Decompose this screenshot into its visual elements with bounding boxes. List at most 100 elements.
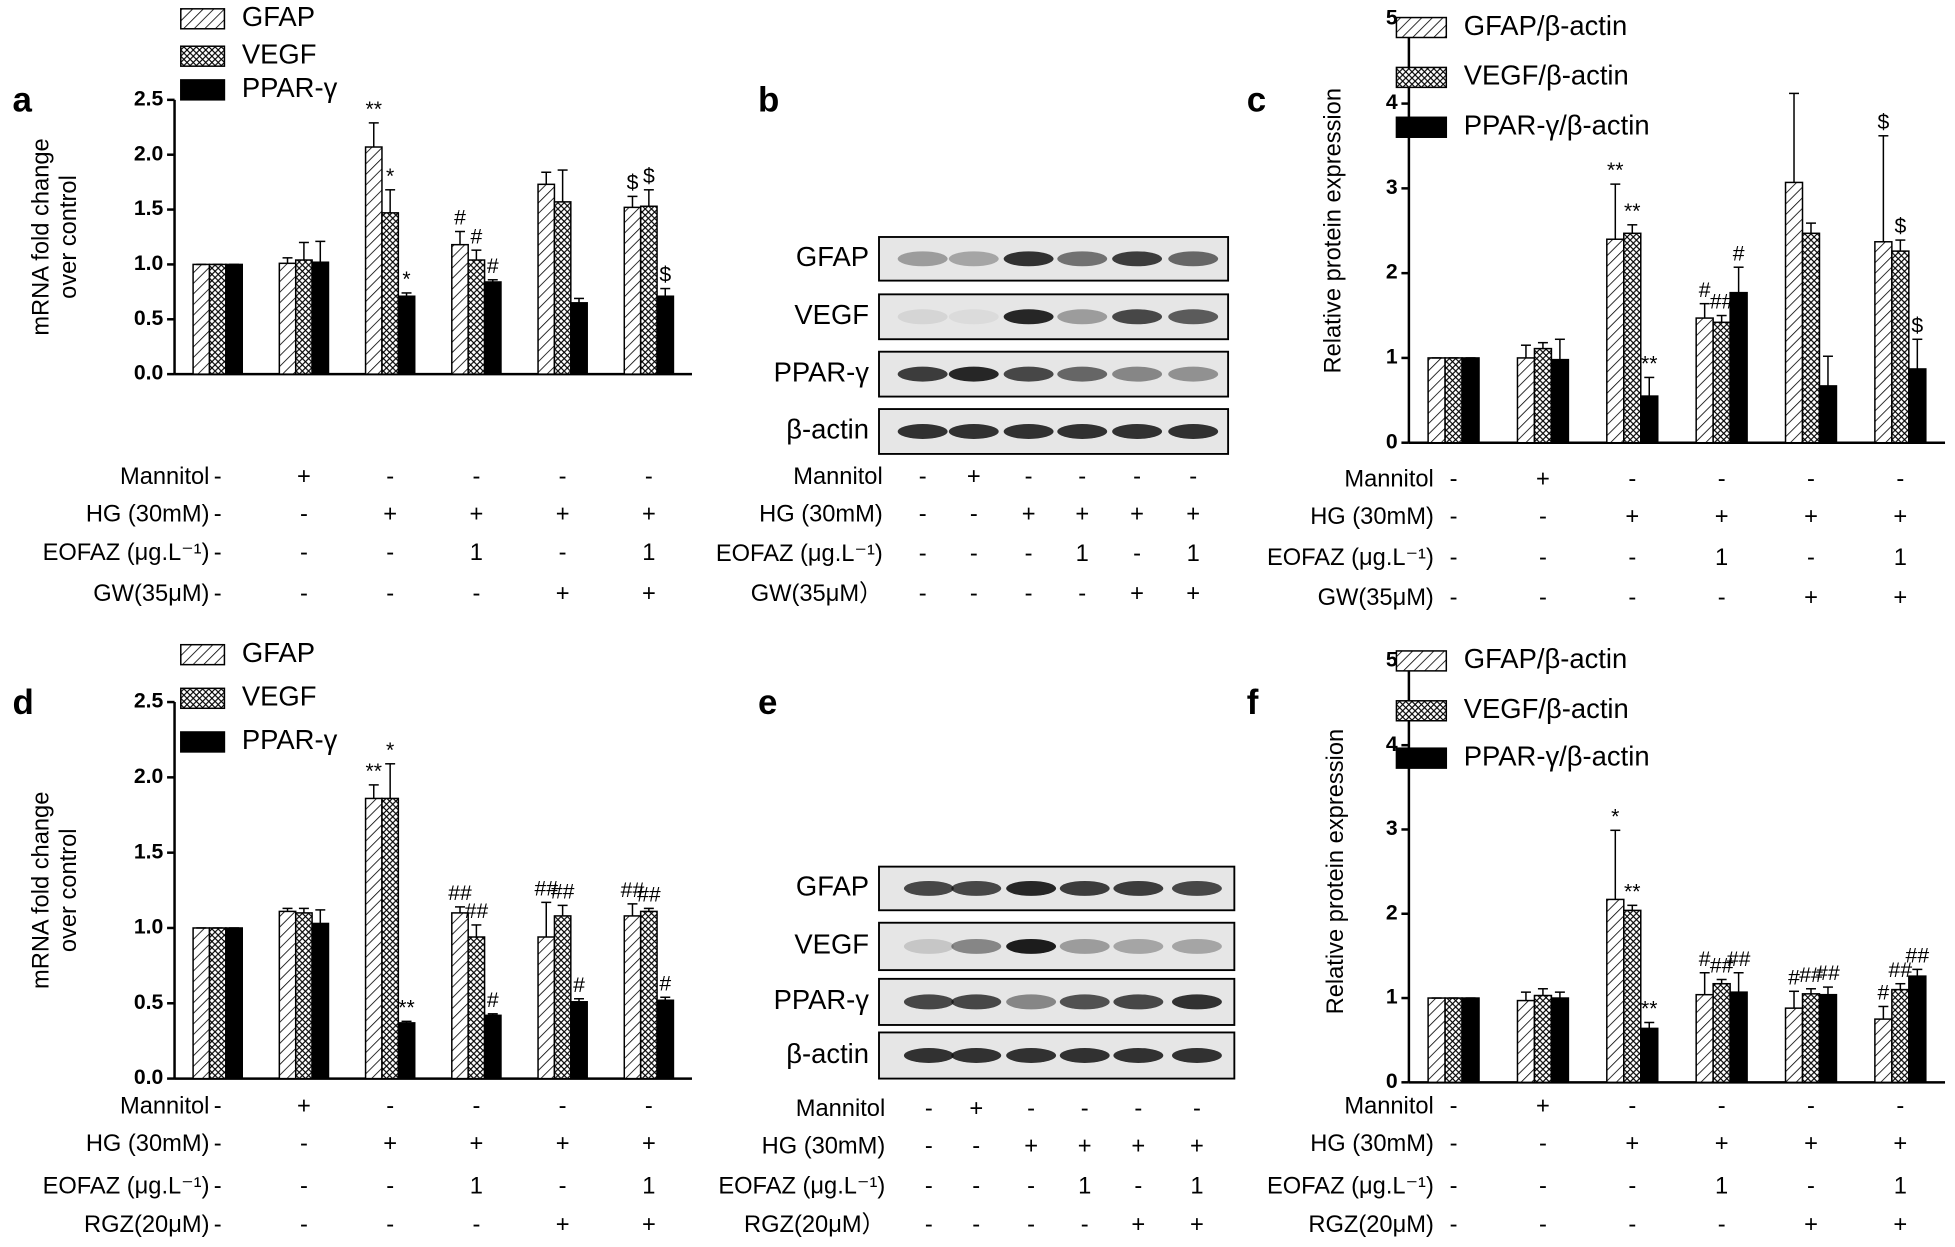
y-tick-label: 5 (1386, 648, 1398, 671)
condition-value: - (970, 581, 978, 607)
significance-mark: $ (1911, 314, 1923, 337)
blot-band (951, 938, 1002, 954)
blot-band (1003, 251, 1054, 267)
condition-value: + (1893, 1131, 1907, 1157)
condition-value: + (1130, 501, 1144, 527)
condition-label: HG (30mM) (1310, 1131, 1434, 1157)
blot-band (1057, 309, 1108, 325)
bar (467, 936, 486, 1080)
bar (1908, 368, 1927, 444)
bar (1533, 347, 1553, 444)
significance-mark: ** (1641, 353, 1658, 376)
condition-value: - (919, 581, 927, 607)
condition-label: HG (30mM) (86, 501, 210, 527)
condition-value: 1 (470, 540, 483, 566)
condition-label: Mannitol (793, 464, 882, 490)
y-tick-label: 5 (1386, 6, 1398, 29)
blot-band (948, 366, 999, 382)
bar (467, 259, 486, 375)
condition-value: + (556, 1212, 570, 1238)
condition-value: - (300, 1173, 308, 1199)
condition-value: - (300, 1131, 308, 1157)
bar (1606, 898, 1625, 1084)
condition-value: - (1450, 1094, 1458, 1120)
y-tick-label: 2.5 (134, 87, 164, 110)
bar (553, 915, 572, 1080)
blot-band (951, 994, 1002, 1010)
condition-value: + (1625, 504, 1639, 530)
bar (278, 262, 297, 375)
legend-swatch (180, 8, 226, 30)
y-tick-label: 1.5 (134, 840, 164, 863)
condition-label: RGZ(20μM） (744, 1212, 885, 1238)
legend-label: GFAP/β-actin (1464, 643, 1628, 674)
bar (1550, 997, 1570, 1084)
condition-value: - (1025, 541, 1033, 567)
legend-swatch (1395, 116, 1448, 138)
panel-letter: b (758, 81, 779, 120)
condition-value: + (1075, 501, 1089, 527)
condition-value: + (642, 501, 656, 527)
legend-label: PPAR-γ (242, 72, 338, 103)
condition-value: - (1193, 1096, 1201, 1122)
blot-band (1113, 1048, 1164, 1064)
condition-value: - (1078, 464, 1086, 490)
bar (1801, 232, 1821, 444)
y-tick-label: 0.0 (134, 1066, 163, 1089)
bar (1444, 357, 1463, 444)
condition-value: - (214, 1212, 222, 1238)
bar (1444, 997, 1463, 1084)
condition-value: + (383, 1131, 397, 1157)
significance-mark: # (659, 972, 671, 995)
blot-band (1057, 366, 1108, 382)
condition-value: 1 (470, 1173, 483, 1199)
condition-value: - (472, 581, 480, 607)
condition-value: + (469, 501, 483, 527)
blot-row-label: PPAR-γ (774, 984, 870, 1015)
significance-mark: ** (366, 760, 383, 783)
y-tick-label: 2 (1386, 901, 1398, 924)
condition-value: - (1539, 585, 1547, 611)
condition-label: EOFAZ (μg.L⁻¹) (1267, 1173, 1434, 1199)
blot-band (903, 938, 954, 954)
y-tick-label: 0 (1386, 430, 1398, 453)
bar (537, 936, 556, 1080)
legend-swatch (180, 731, 226, 753)
blot-band (1112, 366, 1163, 382)
condition-value: - (1718, 585, 1726, 611)
condition-value: - (970, 541, 978, 567)
condition-value: - (970, 501, 978, 527)
condition-value: - (214, 501, 222, 527)
significance-mark: ** (1624, 200, 1641, 223)
significance-mark: $ (1894, 215, 1906, 238)
bar (1461, 997, 1480, 1084)
condition-value: + (1078, 1133, 1092, 1159)
condition-value: - (1025, 464, 1033, 490)
y-tick-label: 3 (1386, 817, 1398, 840)
condition-value: - (214, 1173, 222, 1199)
blot-band (1168, 309, 1219, 325)
bar (1712, 321, 1731, 444)
significance-mark: $ (1877, 111, 1889, 134)
legend-label: PPAR-γ/β-actin (1464, 740, 1650, 771)
condition-value: - (559, 1094, 567, 1120)
condition-value: - (919, 501, 927, 527)
condition-value: - (214, 464, 222, 490)
bar (397, 1022, 416, 1080)
blot-band (948, 309, 999, 325)
condition-label: EOFAZ (μg.L⁻¹) (43, 1173, 210, 1199)
condition-label: Mannitol (120, 464, 209, 490)
condition-value: + (642, 581, 656, 607)
y-axis-label: over control (56, 175, 82, 299)
condition-value: + (1804, 585, 1818, 611)
condition-value: - (925, 1212, 933, 1238)
condition-value: 1 (1715, 1173, 1728, 1199)
blot-band (951, 880, 1002, 896)
condition-value: - (1027, 1212, 1035, 1238)
condition-label: HG (30mM) (86, 1131, 210, 1157)
y-tick-label: 2.5 (134, 690, 164, 713)
blot-row-label: VEGF (794, 929, 869, 960)
y-tick-label: 4 (1386, 733, 1398, 756)
bar (1729, 991, 1748, 1084)
